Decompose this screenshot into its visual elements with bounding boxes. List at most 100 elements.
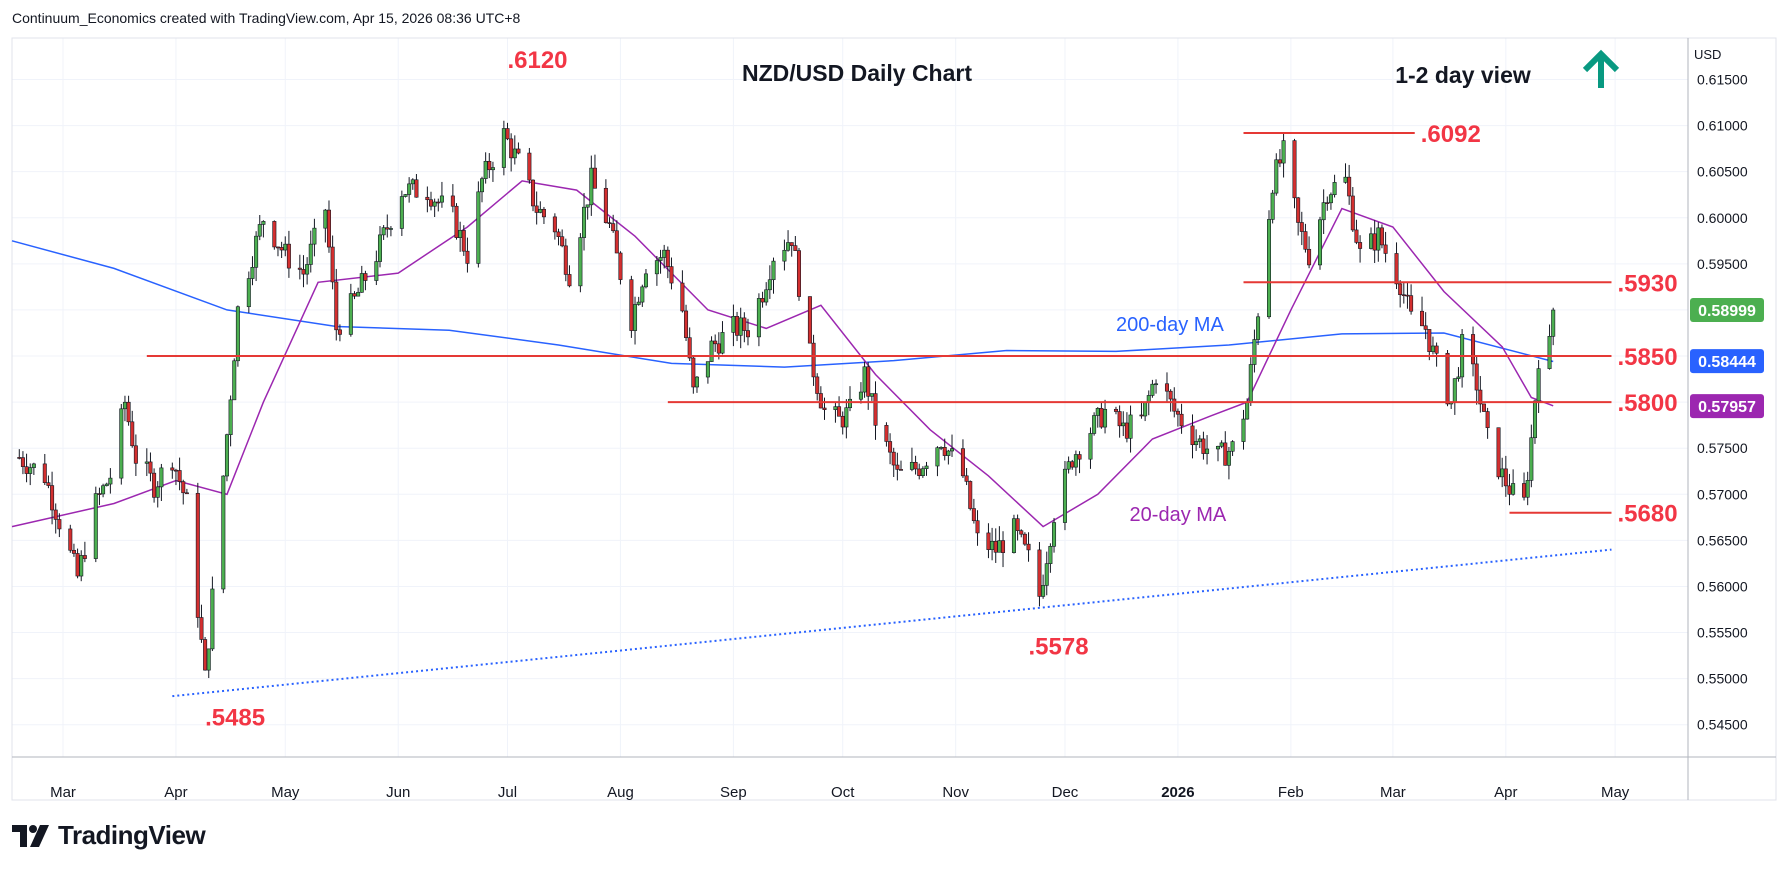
candle-body bbox=[1423, 325, 1428, 330]
candle-body bbox=[1307, 248, 1312, 266]
candlestick bbox=[975, 510, 980, 546]
candlestick bbox=[246, 271, 251, 313]
candle-body bbox=[1215, 445, 1220, 450]
candle-body bbox=[563, 245, 568, 275]
candlestick bbox=[1481, 403, 1486, 412]
candlestick bbox=[807, 296, 812, 344]
candle-body bbox=[130, 421, 135, 447]
candlestick bbox=[1267, 210, 1272, 319]
candle-body bbox=[1420, 310, 1425, 327]
tradingview-logo[interactable]: TradingView bbox=[12, 820, 206, 851]
candlestick bbox=[742, 312, 747, 343]
candle-body bbox=[348, 293, 353, 335]
candle-body bbox=[465, 250, 470, 264]
candlestick bbox=[82, 541, 87, 563]
candle-body bbox=[709, 340, 714, 362]
candle-body bbox=[1471, 334, 1476, 365]
candle-body bbox=[1401, 294, 1406, 297]
candle-body bbox=[359, 273, 364, 293]
candlestick bbox=[1194, 429, 1199, 451]
candlestick bbox=[873, 381, 878, 440]
candle-body bbox=[611, 223, 616, 232]
candle-body bbox=[818, 393, 823, 409]
candle-body bbox=[509, 138, 514, 159]
candle-body bbox=[1088, 433, 1093, 460]
ma-label: 20-day MA bbox=[1130, 504, 1227, 526]
candle-body bbox=[122, 401, 127, 410]
candle-body bbox=[206, 648, 211, 671]
candle-body bbox=[1070, 461, 1075, 468]
candlestick bbox=[144, 448, 149, 477]
candlestick bbox=[1026, 532, 1031, 562]
candle-body bbox=[527, 152, 532, 181]
candle-body bbox=[720, 332, 725, 354]
candle-body bbox=[1277, 159, 1282, 164]
candle-body bbox=[334, 281, 339, 331]
candlestick bbox=[899, 460, 904, 471]
candlestick bbox=[786, 230, 791, 252]
candle-body bbox=[323, 209, 328, 229]
candlestick bbox=[159, 463, 164, 501]
candle-body bbox=[1478, 389, 1483, 405]
candle-body bbox=[250, 267, 255, 279]
candlestick bbox=[359, 265, 364, 293]
candlestick bbox=[1215, 445, 1220, 462]
candle-body bbox=[410, 179, 415, 185]
candle-body bbox=[607, 222, 612, 224]
candlestick bbox=[658, 249, 663, 274]
candlestick bbox=[964, 467, 969, 486]
candle-body bbox=[403, 194, 408, 197]
candle-body bbox=[363, 273, 368, 281]
candlestick bbox=[1434, 342, 1439, 367]
candle-body bbox=[352, 293, 357, 297]
candlestick bbox=[960, 439, 965, 478]
y-tick-label: 0.55500 bbox=[1697, 625, 1748, 641]
x-tick-label: Apr bbox=[1494, 784, 1517, 801]
candle-body bbox=[687, 337, 692, 359]
candle-body bbox=[275, 246, 280, 249]
candle-body bbox=[1296, 197, 1301, 223]
candlestick bbox=[1321, 189, 1326, 235]
candle-body bbox=[454, 205, 459, 238]
candle-body bbox=[614, 230, 619, 254]
candle-body bbox=[899, 469, 904, 471]
candlestick bbox=[509, 133, 514, 172]
candlestick bbox=[1401, 282, 1406, 304]
candlestick bbox=[1485, 407, 1490, 439]
candlestick bbox=[228, 395, 233, 447]
x-tick-label: Dec bbox=[1052, 784, 1079, 801]
candle-body bbox=[144, 461, 149, 464]
candlestick bbox=[833, 402, 838, 423]
candlestick bbox=[53, 503, 58, 534]
candle-body bbox=[1062, 468, 1067, 523]
candle-body bbox=[1037, 549, 1042, 597]
candlestick bbox=[1547, 324, 1552, 370]
candlestick bbox=[939, 446, 944, 451]
candlestick bbox=[480, 176, 485, 203]
candle-body bbox=[618, 252, 623, 280]
candle-body bbox=[1445, 352, 1450, 405]
candle-body bbox=[279, 247, 284, 251]
candlestick bbox=[993, 528, 998, 563]
candle-body bbox=[1274, 159, 1279, 194]
candle-body bbox=[1103, 408, 1108, 428]
candlestick bbox=[352, 291, 357, 300]
candlestick bbox=[592, 154, 597, 189]
candlestick bbox=[771, 257, 776, 294]
candlestick bbox=[589, 155, 594, 216]
candlestick bbox=[414, 174, 419, 198]
candlestick bbox=[1117, 405, 1122, 438]
candle-body bbox=[1321, 202, 1326, 221]
candle-body bbox=[235, 306, 240, 362]
y-tick-label: 0.59500 bbox=[1697, 256, 1748, 272]
candle-body bbox=[1332, 182, 1337, 196]
candle-body bbox=[636, 301, 641, 305]
candlestick bbox=[399, 190, 404, 236]
candle-body bbox=[1194, 441, 1199, 446]
candlestick bbox=[1252, 329, 1257, 373]
candle-body bbox=[104, 483, 109, 487]
candlestick bbox=[1343, 163, 1348, 184]
candle-body bbox=[181, 481, 186, 494]
candlestick bbox=[1154, 379, 1159, 394]
